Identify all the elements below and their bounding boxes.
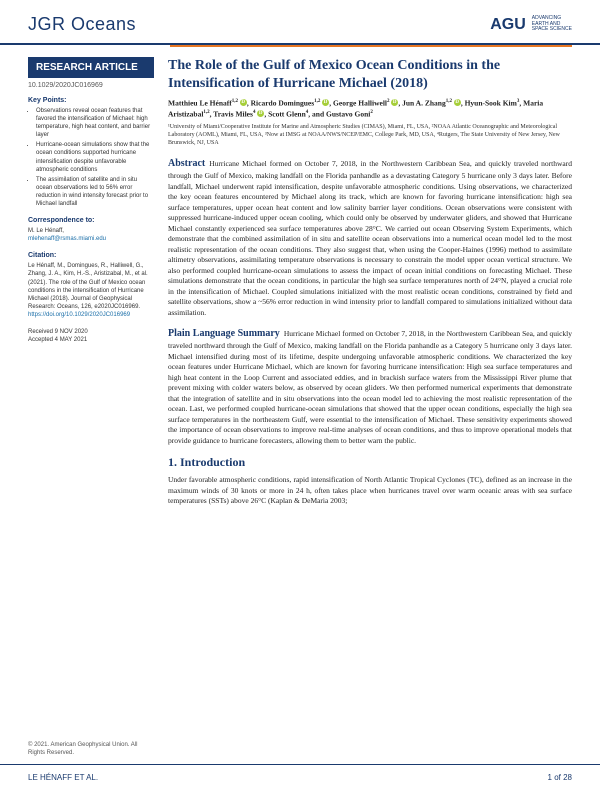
content-area: RESEARCH ARTICLE 10.1029/2020JC016969 Ke… <box>0 47 600 516</box>
key-point-item: Observations reveal ocean features that … <box>36 107 154 139</box>
introduction-heading: 1. Introduction <box>168 455 572 470</box>
sidebar: RESEARCH ARTICLE 10.1029/2020JC016969 Ke… <box>28 57 154 516</box>
key-points-body: Observations reveal ocean features that … <box>28 107 154 208</box>
correspondence-section: Correspondence to: M. Le Hénaff, mlehena… <box>28 217 154 243</box>
pls-paragraph: Plain Language SummaryHurricane Michael … <box>168 327 572 446</box>
footer-authors: LE HÉNAFF ET AL. <box>28 773 98 782</box>
agu-logo: AGU ADVANCING EARTH AND SPACE SCIENCE <box>490 16 572 34</box>
page-header: JGR Oceans AGU ADVANCING EARTH AND SPACE… <box>0 0 600 45</box>
pls-text: Hurricane Michael formed on October 7, 2… <box>168 329 572 445</box>
orcid-icon[interactable] <box>454 99 461 106</box>
key-points-section: Key Points: Observations reveal ocean fe… <box>28 97 154 208</box>
citation-text: Le Hénaff, M., Domingues, R., Halliwell,… <box>28 263 148 309</box>
affiliations: ¹University of Miami/Cooperative Institu… <box>168 124 572 147</box>
orcid-icon[interactable] <box>257 110 264 117</box>
orcid-icon[interactable] <box>322 99 329 106</box>
dates-section: Received 9 NOV 2020 Accepted 4 MAY 2021 <box>28 328 154 344</box>
main-column: The Role of the Gulf of Mexico Ocean Con… <box>168 57 572 516</box>
agu-tagline-3: SPACE SCIENCE <box>532 27 572 33</box>
citation-doi-link[interactable]: https://doi.org/10.1029/2020JC016969 <box>28 311 154 319</box>
copyright-notice: © 2021. American Geophysical Union. All … <box>28 742 154 758</box>
correspondence-name: M. Le Hénaff, <box>28 227 154 235</box>
received-date: Received 9 NOV 2020 <box>28 328 154 336</box>
agu-mark: AGU <box>490 16 526 34</box>
key-point-item: Hurricane-ocean simulations show that th… <box>36 141 154 173</box>
citation-body: Le Hénaff, M., Domingues, R., Halliwell,… <box>28 262 154 319</box>
correspondence-email[interactable]: mlehenaff@rsmas.miami.edu <box>28 235 154 243</box>
article-type-badge: RESEARCH ARTICLE <box>28 57 154 78</box>
abstract-heading: Abstract <box>168 158 205 169</box>
key-point-item: The assimilation of satellite and in sit… <box>36 176 154 208</box>
citation-title: Citation: <box>28 252 154 259</box>
abstract-paragraph: AbstractHurricane Michael formed on Octo… <box>168 157 572 318</box>
doi-text: 10.1029/2020JC016969 <box>28 82 154 89</box>
journal-name: JGR Oceans <box>28 14 136 35</box>
orcid-icon[interactable] <box>391 99 398 106</box>
correspondence-title: Correspondence to: <box>28 217 154 224</box>
orcid-icon[interactable] <box>240 99 247 106</box>
accepted-date: Accepted 4 MAY 2021 <box>28 336 154 344</box>
agu-tagline: ADVANCING EARTH AND SPACE SCIENCE <box>532 16 572 33</box>
abstract-text: Hurricane Michael formed on October 7, 2… <box>168 159 572 317</box>
introduction-body: Under favorable atmospheric conditions, … <box>168 475 572 507</box>
citation-section: Citation: Le Hénaff, M., Domingues, R., … <box>28 252 154 319</box>
correspondence-body: M. Le Hénaff, mlehenaff@rsmas.miami.edu <box>28 227 154 243</box>
footer-page-number: 1 of 28 <box>548 773 572 782</box>
key-points-title: Key Points: <box>28 97 154 104</box>
author-list: Matthieu Le Hénaff1,2 , Ricardo Domingue… <box>168 98 572 120</box>
article-title: The Role of the Gulf of Mexico Ocean Con… <box>168 57 572 92</box>
pls-heading: Plain Language Summary <box>168 328 280 339</box>
page-footer: LE HÉNAFF ET AL. 1 of 28 <box>0 764 600 790</box>
